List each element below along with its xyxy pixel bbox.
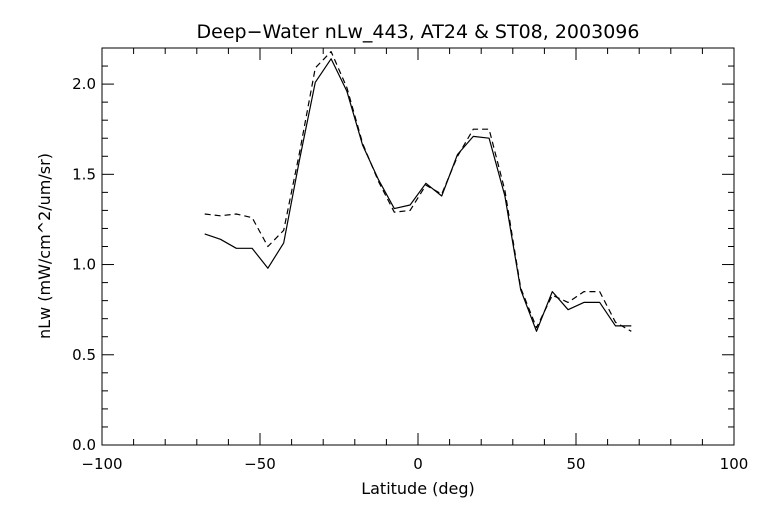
y-tick-label: 0.5 — [72, 346, 96, 364]
series-line-dashed — [204, 50, 632, 332]
x-axis-label: Latitude (deg) — [361, 479, 475, 498]
series-line-solid — [204, 58, 632, 332]
y-tick-label: 2.0 — [72, 75, 96, 93]
plot-frame — [101, 47, 735, 446]
y-axis-label: nLw (mW/cm^2/um/sr) — [35, 153, 54, 339]
y-tick-label: 0.0 — [72, 436, 96, 454]
x-tick-label: 0 — [413, 455, 423, 473]
axis-tick-labels: −100 −50 0 50 100 0.0 0.5 1.0 1.5 2.0 — [72, 75, 748, 473]
x-tick-label: −50 — [244, 455, 276, 473]
axis-ticks — [101, 47, 735, 446]
y-tick-label: 1.0 — [72, 256, 96, 274]
x-tick-label: −100 — [81, 455, 122, 473]
x-tick-label: 100 — [720, 455, 749, 473]
x-tick-label: 50 — [566, 455, 585, 473]
y-tick-label: 1.5 — [72, 165, 96, 183]
chart-title: Deep−Water nLw_443, AT24 & ST08, 2003096 — [197, 21, 640, 43]
data-series — [204, 50, 632, 332]
